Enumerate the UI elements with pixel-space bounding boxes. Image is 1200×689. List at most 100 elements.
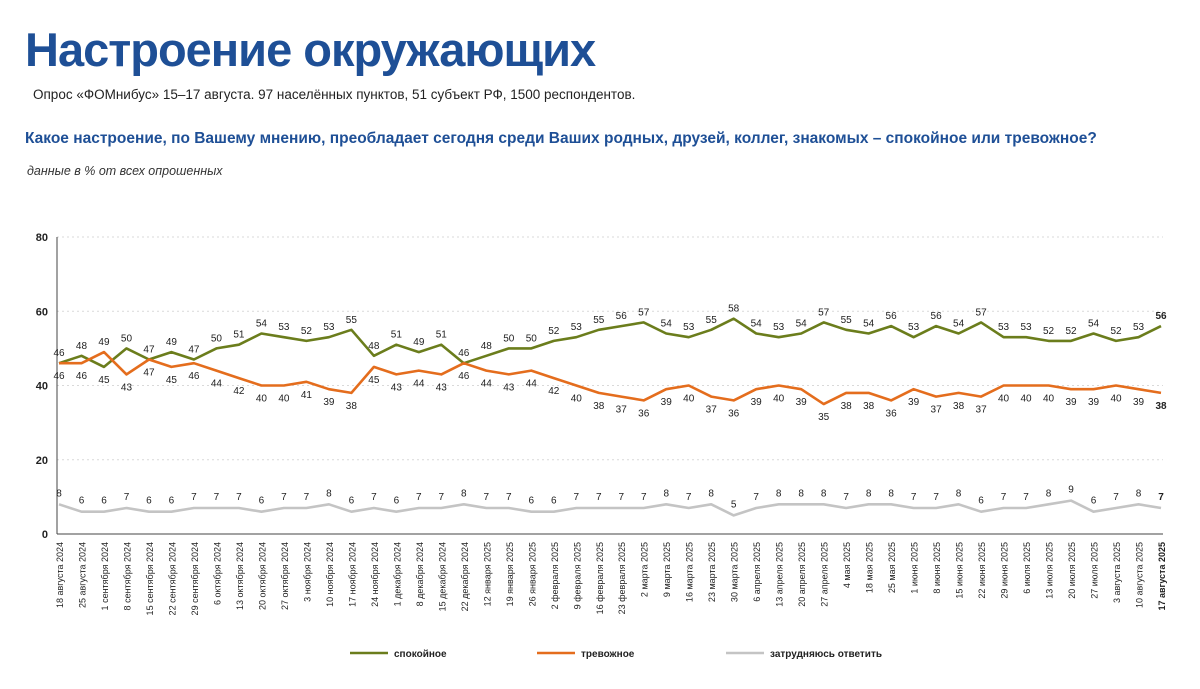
data-label-anxious: 40 bbox=[256, 394, 268, 405]
data-label-undecided: 7 bbox=[371, 492, 377, 503]
data-label-calm: 55 bbox=[841, 315, 853, 326]
survey-question: Какое настроение, по Вашему мнению, прео… bbox=[25, 130, 1097, 147]
data-label-undecided: 7 bbox=[641, 492, 647, 503]
data-label-anxious: 38 bbox=[1155, 401, 1167, 412]
data-label-undecided: 6 bbox=[349, 496, 355, 507]
x-tick-label: 8 декабря 2024 bbox=[415, 542, 425, 606]
data-label-undecided: 8 bbox=[798, 488, 804, 499]
x-tick-label: 13 апреля 2025 bbox=[775, 542, 785, 607]
data-label-undecided: 7 bbox=[191, 492, 197, 503]
data-label-calm: 50 bbox=[526, 333, 538, 344]
data-label-calm: 48 bbox=[76, 341, 88, 352]
data-label-anxious: 46 bbox=[458, 371, 470, 382]
data-label-anxious: 46 bbox=[53, 371, 65, 382]
data-label-anxious: 41 bbox=[301, 390, 313, 401]
data-label-undecided: 6 bbox=[101, 496, 107, 507]
data-label-anxious: 45 bbox=[368, 375, 380, 386]
data-label-calm: 53 bbox=[683, 322, 695, 333]
data-label-undecided: 6 bbox=[978, 496, 984, 507]
data-label-anxious: 49 bbox=[98, 337, 110, 348]
data-label-anxious: 39 bbox=[796, 397, 808, 408]
data-label-undecided: 7 bbox=[304, 492, 310, 503]
x-tick-label: 15 июня 2025 bbox=[955, 542, 965, 599]
data-label-calm: 54 bbox=[796, 319, 808, 330]
data-label-undecided: 8 bbox=[56, 488, 62, 499]
x-tick-label: 15 сентября 2024 bbox=[145, 542, 155, 615]
data-label-anxious: 44 bbox=[211, 379, 223, 390]
x-tick-label: 3 августа 2025 bbox=[1112, 542, 1122, 603]
data-label-anxious: 47 bbox=[143, 368, 155, 379]
y-tick-label: 40 bbox=[36, 381, 48, 393]
data-label-anxious: 35 bbox=[818, 412, 830, 423]
data-label-undecided: 8 bbox=[663, 488, 669, 499]
data-label-undecided: 6 bbox=[1091, 496, 1097, 507]
x-tick-label: 1 июня 2025 bbox=[910, 542, 920, 594]
data-label-calm: 54 bbox=[661, 319, 673, 330]
x-tick-label: 25 мая 2025 bbox=[887, 542, 897, 593]
data-label-anxious: 46 bbox=[188, 371, 200, 382]
x-tick-label: 20 октября 2024 bbox=[257, 542, 267, 610]
data-label-anxious: 44 bbox=[526, 379, 538, 390]
data-label-undecided: 8 bbox=[708, 488, 714, 499]
x-tick-label: 20 апреля 2025 bbox=[797, 542, 807, 607]
data-label-calm: 49 bbox=[413, 337, 425, 348]
data-label-calm: 57 bbox=[638, 307, 650, 318]
x-tick-label: 17 августа 2025 bbox=[1157, 542, 1167, 611]
x-tick-label: 15 декабря 2024 bbox=[437, 542, 447, 611]
x-tick-label: 1 сентября 2024 bbox=[100, 542, 110, 610]
data-label-calm: 50 bbox=[503, 333, 515, 344]
x-tick-label: 22 июня 2025 bbox=[977, 542, 987, 599]
data-label-calm: 47 bbox=[188, 345, 200, 356]
data-label-undecided: 8 bbox=[821, 488, 827, 499]
data-label-calm: 53 bbox=[571, 322, 583, 333]
data-label-undecided: 7 bbox=[281, 492, 287, 503]
data-label-anxious: 40 bbox=[1110, 394, 1122, 405]
data-label-undecided: 6 bbox=[169, 496, 175, 507]
data-label-anxious: 39 bbox=[1065, 397, 1077, 408]
data-label-undecided: 7 bbox=[911, 492, 917, 503]
data-label-anxious: 40 bbox=[683, 394, 695, 405]
data-label-undecided: 7 bbox=[484, 492, 490, 503]
x-tick-label: 23 марта 2025 bbox=[707, 542, 717, 602]
x-tick-label: 16 марта 2025 bbox=[685, 542, 695, 602]
data-label-calm: 53 bbox=[1020, 322, 1032, 333]
data-label-anxious: 40 bbox=[1043, 394, 1055, 405]
x-tick-label: 24 ноября 2024 bbox=[370, 542, 380, 607]
data-label-anxious: 37 bbox=[931, 405, 943, 416]
data-label-calm: 54 bbox=[863, 319, 875, 330]
x-tick-label: 9 марта 2025 bbox=[662, 542, 672, 597]
data-label-calm: 48 bbox=[481, 341, 493, 352]
page-title: Настроение окружающих bbox=[25, 23, 596, 76]
data-label-calm: 56 bbox=[931, 311, 943, 322]
data-label-calm: 54 bbox=[256, 319, 268, 330]
data-label-calm: 51 bbox=[436, 330, 448, 341]
data-label-undecided: 7 bbox=[124, 492, 130, 503]
data-label-anxious: 40 bbox=[773, 394, 785, 405]
data-label-undecided: 8 bbox=[1136, 488, 1142, 499]
data-label-undecided: 7 bbox=[1113, 492, 1119, 503]
data-label-anxious: 43 bbox=[503, 382, 515, 393]
data-label-calm: 52 bbox=[301, 326, 313, 337]
x-tick-label: 9 февраля 2025 bbox=[572, 542, 582, 609]
x-tick-label: 25 августа 2024 bbox=[77, 542, 87, 608]
x-tick-label: 27 октября 2024 bbox=[280, 542, 290, 610]
x-tick-label: 1 декабря 2024 bbox=[392, 542, 402, 606]
data-label-anxious: 38 bbox=[953, 401, 965, 412]
data-label-anxious: 42 bbox=[548, 386, 560, 397]
data-label-undecided: 7 bbox=[214, 492, 220, 503]
y-tick-label: 0 bbox=[42, 529, 48, 541]
x-tick-label: 16 февраля 2025 bbox=[595, 542, 605, 614]
data-label-undecided: 7 bbox=[416, 492, 422, 503]
data-label-undecided: 7 bbox=[933, 492, 939, 503]
data-label-undecided: 7 bbox=[618, 492, 624, 503]
data-label-anxious: 43 bbox=[391, 382, 403, 393]
x-tick-label: 8 сентября 2024 bbox=[122, 542, 132, 610]
data-label-calm: 52 bbox=[548, 326, 560, 337]
data-label-undecided: 7 bbox=[439, 492, 445, 503]
legend-undecided-label: затрудняюсь ответить bbox=[770, 649, 882, 660]
x-tick-label: 27 апреля 2025 bbox=[820, 542, 830, 607]
line-undecided bbox=[58, 499, 1162, 517]
x-tick-label: 2 февраля 2025 bbox=[550, 542, 560, 609]
data-label-undecided: 7 bbox=[573, 492, 579, 503]
data-label-anxious: 44 bbox=[481, 379, 493, 390]
